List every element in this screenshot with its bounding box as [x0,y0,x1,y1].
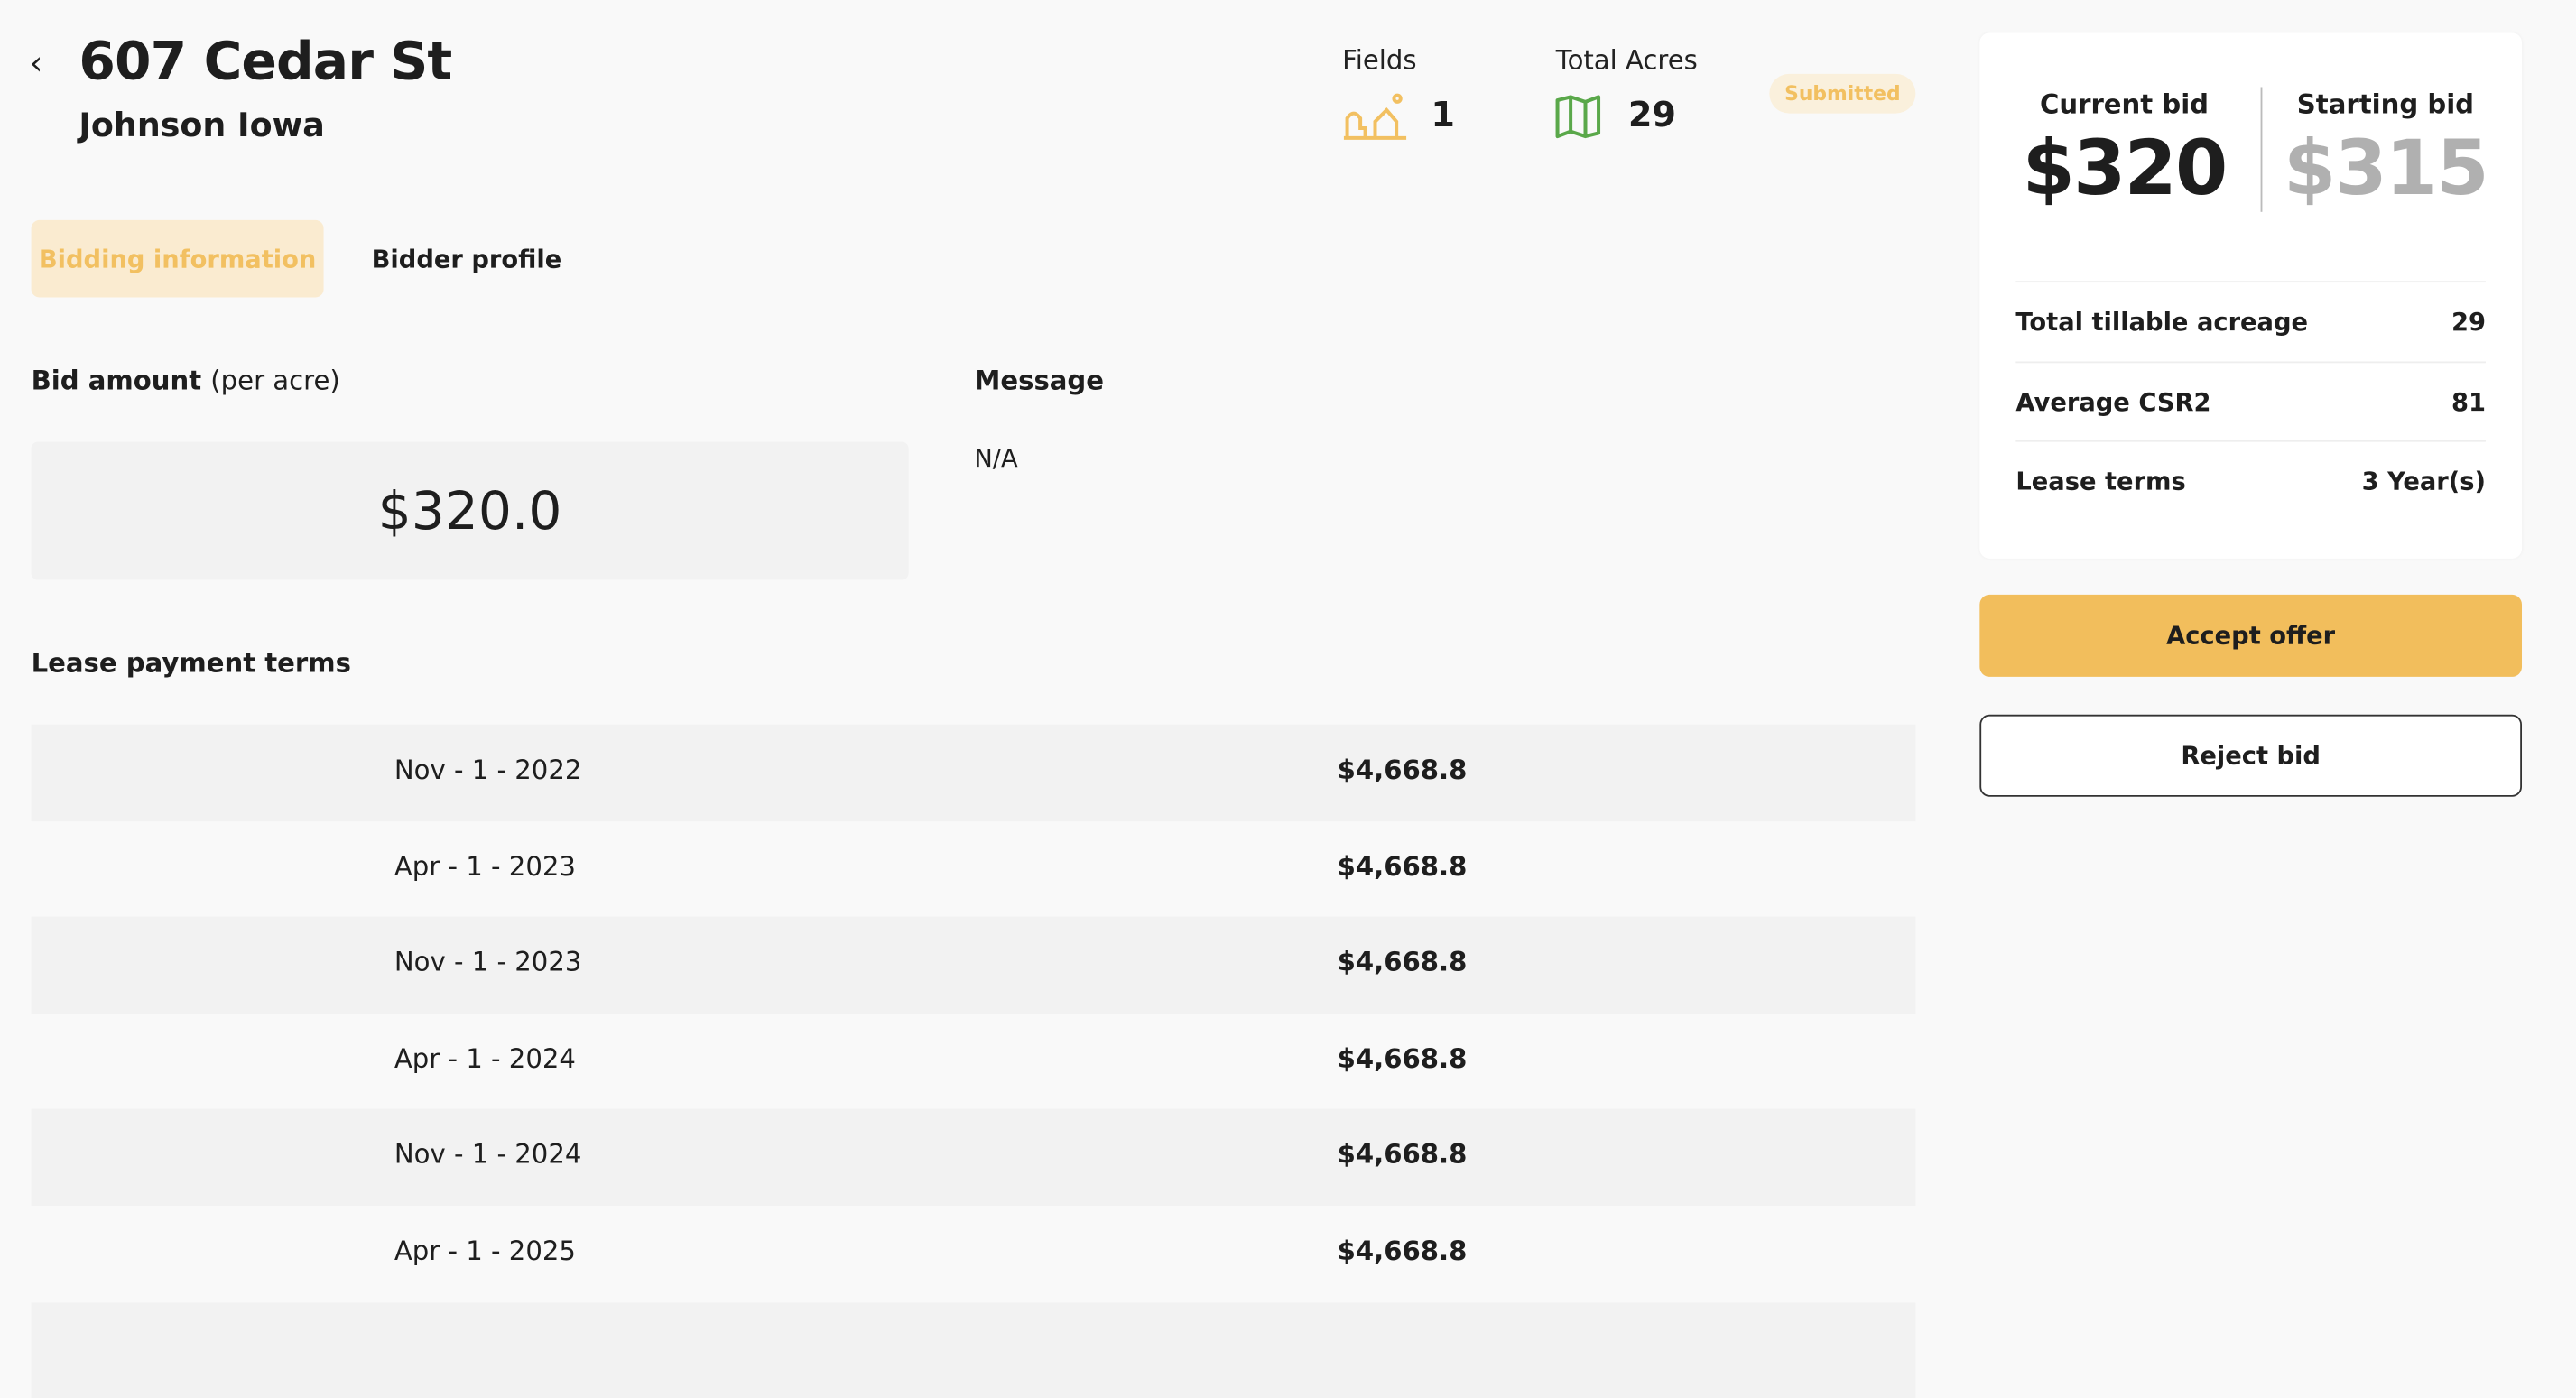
info-label: Lease terms [2015,466,2186,496]
payment-amount: $4,668.8 [1337,1042,1468,1075]
status-badge: Submitted [1769,73,1916,114]
bid-amount-label-text: Bid amount [31,365,202,396]
info-value: 3 Year(s) [2361,466,2486,496]
fields-icon [1343,93,1407,140]
info-label: Average CSR2 [2015,387,2211,418]
table-row: Nov - 1 - 2022 $4,668.8 [31,724,1916,821]
page-title: 607 Cedar St [79,29,452,92]
acres-label: Total Acres [1555,44,1698,76]
message-label: Message [974,365,1105,396]
table-row: Apr - 1 - 2023 $4,668.8 [32,820,1916,917]
payment-date: Nov - 1 - 2023 [394,946,582,978]
message-value: N/A [974,443,1018,474]
info-row-csr2: Average CSR2 81 [2015,361,2486,441]
payment-amount: $4,668.8 [1337,946,1468,978]
starting-bid-label: Starting bid [2296,88,2475,120]
payment-date: Nov - 1 - 2024 [394,1139,582,1171]
reject-bid-button[interactable]: Reject bid [1979,714,2523,797]
acres-value: 29 [1627,95,1677,135]
divider [2260,87,2263,212]
page-subtitle: Johnson Iowa [79,105,325,145]
starting-bid-value: $315 [2284,123,2489,212]
chevron-left-icon[interactable]: ‹ [29,42,43,83]
bid-summary-card: Current bid $320 Starting bid $315 Total… [1979,32,2523,559]
fields-value: 1 [1431,95,1456,135]
info-row-lease-terms: Lease terms 3 Year(s) [2015,440,2486,521]
fields-label: Fields [1342,44,1417,76]
current-bid-value: $320 [2022,123,2229,212]
payment-amount: $4,668.8 [1337,1235,1468,1267]
info-row-acreage: Total tillable acreage 29 [2015,281,2486,361]
bid-detail-page: ‹ 607 Cedar St Johnson Iowa Fields 1 Tot… [29,29,2523,1267]
bid-amount-field: $320.0 [31,441,909,580]
table-row [31,1301,1916,1398]
accept-offer-button[interactable]: Accept offer [1979,594,2523,677]
payment-date: Apr - 1 - 2025 [394,1235,576,1267]
payment-amount: $4,668.8 [1337,754,1468,786]
payment-date: Apr - 1 - 2023 [394,850,576,882]
table-row: Nov - 1 - 2024 $4,668.8 [31,1109,1916,1206]
info-value: 81 [2451,387,2486,418]
bid-amount-label: Bid amount (per acre) [32,365,340,396]
lease-terms-heading: Lease payment terms [31,647,351,679]
map-icon [1555,95,1601,139]
info-label: Total tillable acreage [2015,307,2309,338]
info-value: 29 [2451,307,2486,338]
lease-payment-table: Nov - 1 - 2022 $4,668.8 Apr - 1 - 2023 $4,… [31,724,1916,1398]
bid-amount-suffix: (per acre) [210,365,340,396]
current-bid: Current bid $320 [1993,88,2256,212]
tab-bidding-information[interactable]: Bidding information [31,219,324,298]
starting-bid: Starting bid $315 [2254,88,2516,212]
current-bid-label: Current bid [2039,88,2210,120]
payment-amount: $4,668.8 [1337,850,1468,882]
tab-bidder-profile[interactable]: Bidder profile [371,244,562,274]
payment-date: Apr - 1 - 2024 [394,1042,576,1075]
payment-date: Nov - 1 - 2022 [394,754,582,786]
table-row: Apr - 1 - 2024 $4,668.8 [32,1014,1916,1110]
payment-amount: $4,668.8 [1337,1139,1468,1171]
table-row: Apr - 1 - 2025 $4,668.8 [32,1206,1916,1302]
table-row: Nov - 1 - 2023 $4,668.8 [31,917,1916,1014]
